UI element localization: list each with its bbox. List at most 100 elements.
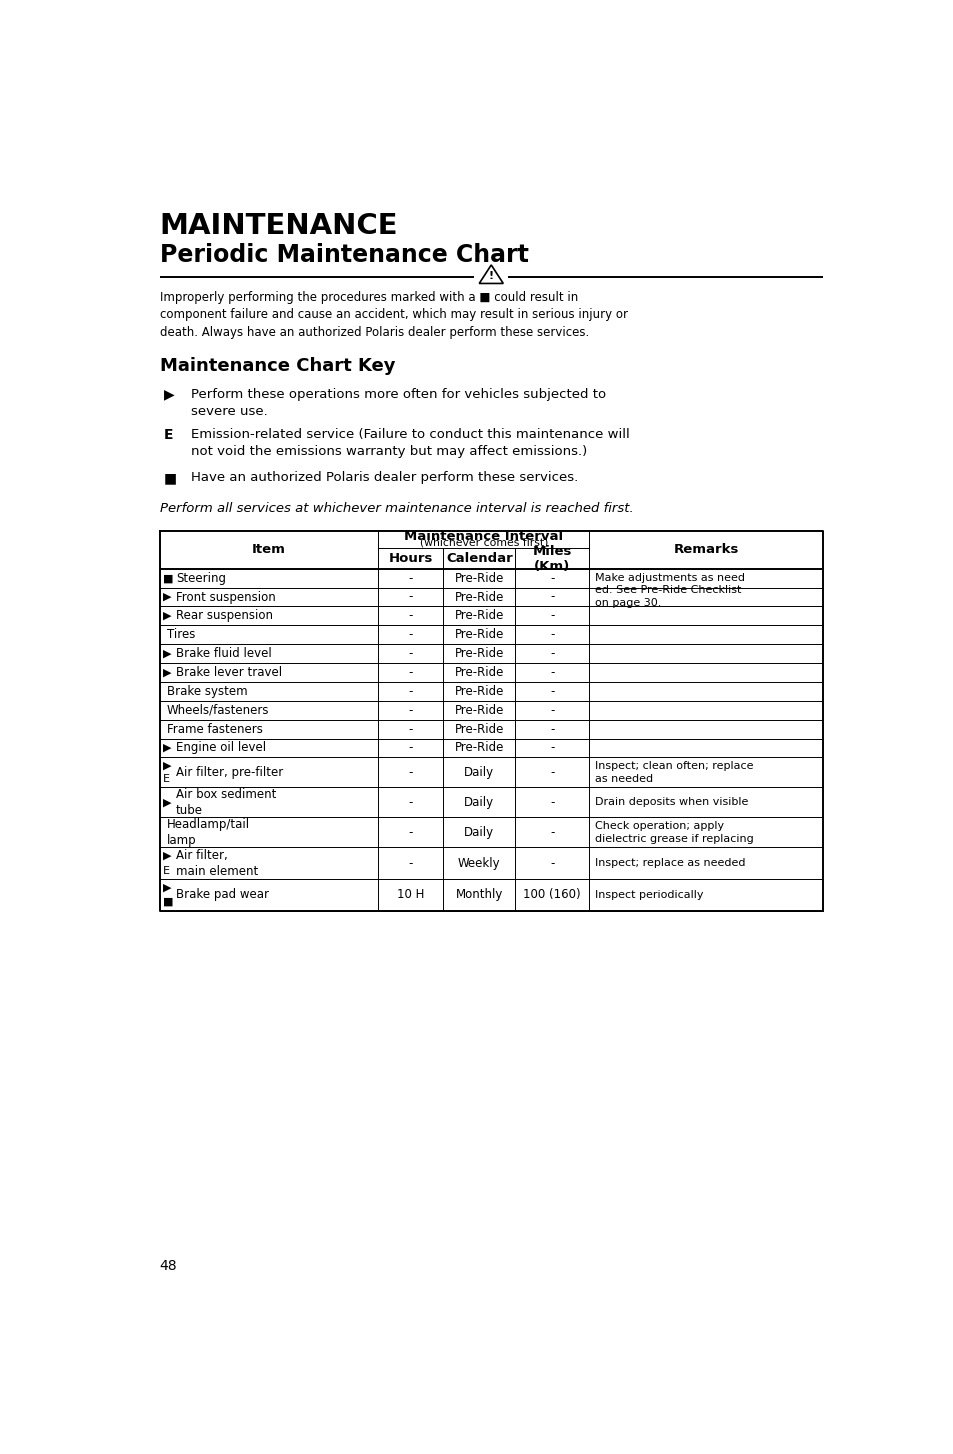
Text: Daily: Daily: [464, 826, 494, 839]
Text: (whichever comes first): (whichever comes first): [419, 538, 548, 548]
Text: ▶: ▶: [164, 388, 174, 401]
Text: Perform these operations more often for vehicles subjected to
severe use.: Perform these operations more often for …: [191, 388, 605, 417]
Text: Pre-Ride: Pre-Ride: [455, 609, 503, 622]
Text: Engine oil level: Engine oil level: [175, 742, 266, 755]
Text: -: -: [409, 666, 413, 679]
Text: 100 (160): 100 (160): [523, 888, 580, 901]
Text: -: -: [550, 723, 554, 736]
Text: -: -: [550, 666, 554, 679]
Text: E: E: [164, 427, 173, 442]
Text: -: -: [409, 609, 413, 622]
Text: -: -: [550, 647, 554, 660]
Text: E: E: [162, 865, 170, 875]
Text: -: -: [409, 742, 413, 755]
Text: ▶: ▶: [162, 592, 171, 602]
Text: !: !: [488, 272, 494, 281]
Text: Inspect; clean often; replace
as needed: Inspect; clean often; replace as needed: [595, 760, 753, 784]
Text: 10 H: 10 H: [396, 888, 424, 901]
Text: Improperly performing the procedures marked with a ■ could result in
component f: Improperly performing the procedures mar…: [159, 291, 627, 339]
Text: Have an authorized Polaris dealer perform these services.: Have an authorized Polaris dealer perfor…: [191, 471, 578, 484]
Text: ▶: ▶: [162, 667, 171, 678]
Text: ▶: ▶: [162, 648, 171, 659]
Text: Headlamp/tail
lamp: Headlamp/tail lamp: [167, 819, 250, 846]
Text: Brake system: Brake system: [167, 685, 247, 698]
Text: Air box sediment
tube: Air box sediment tube: [175, 788, 276, 817]
Text: -: -: [409, 826, 413, 839]
Text: -: -: [409, 647, 413, 660]
Text: Weekly: Weekly: [457, 856, 500, 869]
Text: Miles
(Km): Miles (Km): [532, 544, 572, 573]
Text: Brake lever travel: Brake lever travel: [175, 666, 282, 679]
Text: -: -: [550, 628, 554, 641]
Text: Steering: Steering: [175, 571, 226, 585]
Text: Pre-Ride: Pre-Ride: [455, 628, 503, 641]
Text: -: -: [550, 742, 554, 755]
Text: -: -: [409, 704, 413, 717]
Text: ▶: ▶: [162, 611, 171, 621]
Text: ■: ■: [162, 897, 172, 907]
Text: Hours: Hours: [389, 553, 433, 566]
Text: Make adjustments as need
ed. See Pre-Ride Checklist
on page 30.: Make adjustments as need ed. See Pre-Rid…: [595, 573, 744, 608]
Text: Pre-Ride: Pre-Ride: [455, 685, 503, 698]
Text: Brake fluid level: Brake fluid level: [175, 647, 272, 660]
Text: Daily: Daily: [464, 795, 494, 808]
Text: MAINTENANCE: MAINTENANCE: [159, 212, 397, 240]
Text: ■: ■: [162, 573, 172, 583]
Text: Pre-Ride: Pre-Ride: [455, 647, 503, 660]
Text: -: -: [550, 571, 554, 585]
Text: E: E: [162, 775, 170, 784]
Text: ■: ■: [164, 471, 177, 486]
Text: Inspect periodically: Inspect periodically: [595, 890, 702, 900]
Text: Drain deposits when visible: Drain deposits when visible: [595, 797, 747, 807]
Text: -: -: [409, 571, 413, 585]
Text: Pre-Ride: Pre-Ride: [455, 742, 503, 755]
Text: ▶: ▶: [162, 883, 171, 893]
Text: Air filter, pre-filter: Air filter, pre-filter: [175, 766, 283, 779]
Text: -: -: [550, 609, 554, 622]
Text: Calendar: Calendar: [445, 553, 512, 566]
Text: -: -: [550, 590, 554, 603]
Text: -: -: [550, 685, 554, 698]
Text: Emission-related service (Failure to conduct this maintenance will
not void the : Emission-related service (Failure to con…: [191, 427, 629, 458]
Text: -: -: [409, 590, 413, 603]
Text: -: -: [409, 766, 413, 779]
Text: Frame fasteners: Frame fasteners: [167, 723, 262, 736]
Text: Pre-Ride: Pre-Ride: [455, 571, 503, 585]
Text: -: -: [550, 856, 554, 869]
Text: Check operation; apply
dielectric grease if replacing: Check operation; apply dielectric grease…: [595, 822, 753, 843]
Text: Pre-Ride: Pre-Ride: [455, 704, 503, 717]
Text: -: -: [409, 795, 413, 808]
Text: -: -: [409, 685, 413, 698]
Text: Maintenance Interval: Maintenance Interval: [404, 529, 563, 542]
Text: -: -: [409, 856, 413, 869]
Polygon shape: [478, 265, 503, 284]
Text: -: -: [550, 826, 554, 839]
Text: Pre-Ride: Pre-Ride: [455, 723, 503, 736]
Text: 48: 48: [159, 1259, 177, 1272]
Text: Inspect; replace as needed: Inspect; replace as needed: [595, 858, 744, 868]
Text: Rear suspension: Rear suspension: [175, 609, 273, 622]
Text: -: -: [550, 766, 554, 779]
Text: -: -: [550, 704, 554, 717]
Text: Pre-Ride: Pre-Ride: [455, 590, 503, 603]
Text: Periodic Maintenance Chart: Periodic Maintenance Chart: [159, 243, 528, 268]
Text: -: -: [409, 723, 413, 736]
Text: ▶: ▶: [162, 760, 171, 771]
Text: Daily: Daily: [464, 766, 494, 779]
Text: Pre-Ride: Pre-Ride: [455, 666, 503, 679]
Text: Tires: Tires: [167, 628, 194, 641]
Text: Perform all services at whichever maintenance interval is reached first.: Perform all services at whichever mainte…: [159, 502, 633, 515]
Text: Item: Item: [252, 544, 286, 557]
Text: -: -: [409, 628, 413, 641]
Text: -: -: [550, 795, 554, 808]
Text: Monthly: Monthly: [456, 888, 502, 901]
Text: Maintenance Chart Key: Maintenance Chart Key: [159, 358, 395, 375]
Text: Remarks: Remarks: [673, 544, 739, 557]
Text: Air filter,
main element: Air filter, main element: [175, 849, 258, 878]
Text: Wheels/fasteners: Wheels/fasteners: [167, 704, 269, 717]
Text: ▶: ▶: [162, 743, 171, 753]
Text: ▶: ▶: [162, 851, 171, 861]
Text: Brake pad wear: Brake pad wear: [175, 888, 269, 901]
Text: Front suspension: Front suspension: [175, 590, 275, 603]
Text: ▶: ▶: [162, 797, 171, 807]
